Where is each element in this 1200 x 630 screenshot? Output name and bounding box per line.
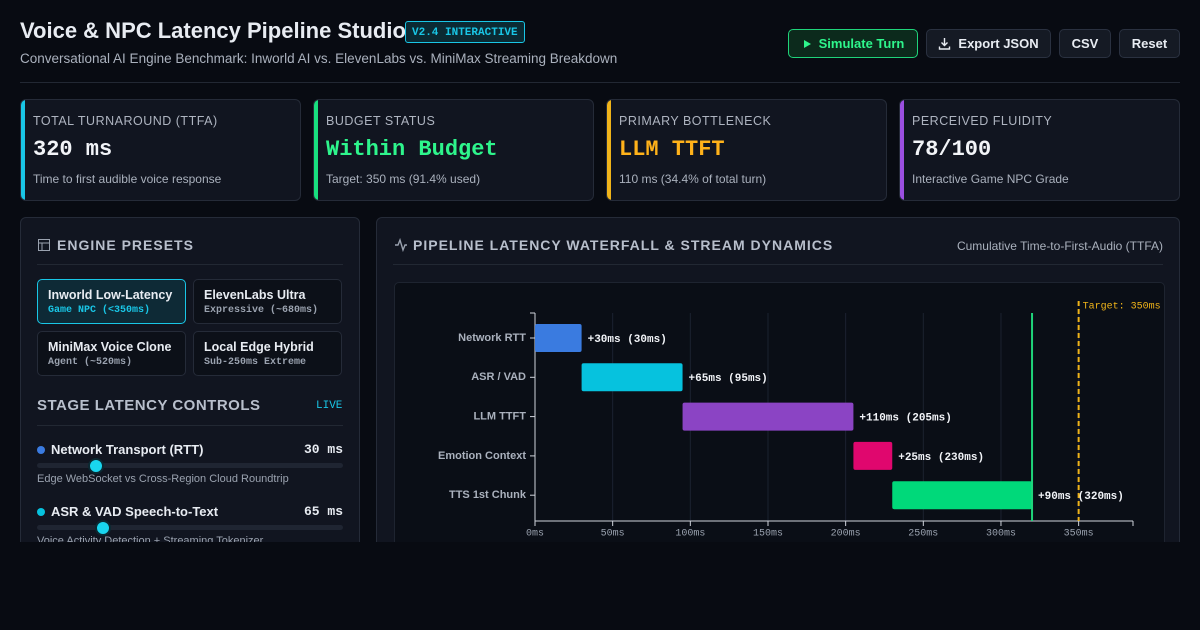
x-tick-label: 200ms: [831, 529, 861, 540]
slider-track[interactable]: [37, 463, 343, 468]
waterfall-bar: [892, 481, 1033, 510]
y-tick-label: TTS 1st Chunk: [449, 489, 527, 501]
value-label: +25ms (230ms): [898, 452, 984, 464]
preset-name: Inworld Low-Latency: [48, 288, 173, 302]
button-label: CSV: [1071, 36, 1099, 51]
waterfall-bar: [581, 363, 683, 392]
slider-track[interactable]: [37, 525, 343, 530]
csv-button[interactable]: CSV: [1059, 29, 1111, 58]
kpi-label: BUDGET STATUS: [326, 114, 436, 128]
x-tick-label: 300ms: [986, 529, 1016, 540]
x-tick-label: 250ms: [908, 529, 938, 540]
stage-note: Voice Activity Detection + Streaming Tok…: [37, 535, 264, 542]
stage-dot: [37, 446, 45, 454]
x-tick-label: 100ms: [675, 529, 705, 540]
accent-bar: [607, 100, 611, 200]
divider: [20, 82, 1180, 83]
kpi-note: Time to first audible voice response: [33, 172, 222, 186]
export-json-button[interactable]: Export JSON: [926, 29, 1051, 58]
value-label: +65ms (95ms): [689, 373, 768, 385]
waterfall-chart: 0ms 50ms 100ms 150ms 200ms 250ms 300ms 350ms Net…: [438, 301, 1161, 540]
button-label: Simulate Turn: [818, 36, 905, 51]
preset-name: MiniMax Voice Clone: [48, 340, 172, 354]
x-tick-label: 350ms: [1064, 529, 1094, 540]
kpi-note: Target: 350 ms (91.4% used): [326, 172, 481, 186]
x-tick-label: 0ms: [526, 529, 544, 540]
preset-sub: Expressive (~680ms): [204, 305, 319, 316]
preset-button[interactable]: MiniMax Voice Clone Agent (~520ms): [37, 331, 186, 376]
x-tick-label: 50ms: [601, 529, 625, 540]
kpi-label: TOTAL TURNAROUND (TTFA): [33, 114, 218, 128]
divider: [37, 425, 343, 426]
accent-bar: [314, 100, 318, 200]
activity-icon: [395, 238, 407, 252]
value-label: +90ms (320ms): [1038, 491, 1124, 503]
kpi-label: PERCEIVED FLUIDITY: [912, 114, 1053, 128]
chart-subtitle: Cumulative Time-to-First-Audio (TTFA): [956, 239, 1163, 253]
preset-sub: Sub-250ms Extreme: [204, 357, 307, 368]
stage-name: ASR & VAD Speech-to-Text: [51, 504, 219, 519]
slider-knob[interactable]: [88, 458, 104, 474]
download-icon: [939, 38, 951, 50]
controls-panel: ENGINE PRESETS Inworld Low-Latency Game N…: [20, 217, 360, 542]
waterfall-bar: [535, 324, 582, 352]
kpi-label: PRIMARY BOTTLENECK: [619, 114, 772, 128]
chart-title: PIPELINE LATENCY WATERFALL & STREAM DYNA…: [413, 237, 834, 253]
reset-button[interactable]: Reset: [1119, 29, 1180, 58]
play-icon: [803, 39, 811, 48]
accent-bar: [900, 100, 904, 200]
kpi-note: Interactive Game NPC Grade: [912, 172, 1069, 186]
stage-name: Network Transport (RTT): [51, 442, 204, 457]
waterfall-bar: [682, 402, 854, 431]
kpi-card: PRIMARY BOTTLENECK LLM TTFT 110 ms (34.4% …: [606, 99, 887, 201]
waterfall-bar: [853, 441, 893, 470]
simulate-button[interactable]: Simulate Turn: [788, 29, 918, 58]
chart-frame: 0ms 50ms 100ms 150ms 200ms 250ms 300ms 350ms Net…: [394, 282, 1165, 542]
x-tick-label: 150ms: [753, 529, 783, 540]
divider: [37, 264, 343, 265]
section-title: ENGINE PRESETS: [57, 237, 194, 253]
section-title: STAGE LATENCY CONTROLS: [37, 397, 261, 414]
title: Voice & NPC Latency Pipeline Studio: [20, 18, 406, 43]
preset-name: Local Edge Hybrid: [204, 340, 314, 354]
kpi-card: PERCEIVED FLUIDITY 78/100 Interactive Game…: [899, 99, 1180, 201]
kpi-value: 78/100: [912, 137, 992, 162]
kpi-note: 110 ms (34.4% of total turn): [619, 172, 767, 186]
preset-name: ElevenLabs Ultra: [204, 288, 306, 302]
value-label: +30ms (30ms): [588, 334, 667, 346]
preset-button[interactable]: ElevenLabs Ultra Expressive (~680ms): [193, 279, 342, 324]
stage-dot: [37, 508, 45, 516]
kpi-value: LLM TTFT: [619, 137, 725, 162]
y-tick-label: Emotion Context: [438, 450, 526, 462]
y-tick-label: LLM TTFT: [473, 411, 526, 423]
y-tick-label: Network RTT: [458, 332, 526, 344]
button-label: Export JSON: [958, 36, 1039, 51]
stage-value: 65 ms: [303, 504, 343, 519]
preset-sub: Agent (~520ms): [48, 357, 133, 368]
divider: [393, 264, 1163, 265]
button-label: Reset: [1131, 36, 1168, 51]
slider-knob[interactable]: [95, 520, 111, 536]
live-indicator: LIVE: [316, 400, 343, 412]
y-tick-label: ASR / VAD: [471, 371, 526, 383]
preset-button[interactable]: Local Edge Hybrid Sub-250ms Extreme: [193, 331, 342, 376]
accent-bar: [21, 100, 25, 200]
target-label: Target: 350ms: [1083, 302, 1161, 313]
preset-sub: Game NPC (<350ms): [48, 305, 151, 316]
kpi-card: BUDGET STATUS Within Budget Target: 350 ms…: [313, 99, 594, 201]
subtitle: Conversational AI Engine Benchmark: Inwo…: [20, 51, 618, 66]
badge: V2.4 INTERACTIVE: [405, 21, 525, 43]
chart-panel: PIPELINE LATENCY WATERFALL & STREAM DYNA…: [376, 217, 1180, 542]
kpi-value: 320 ms: [33, 137, 113, 162]
kpi-value: Within Budget: [326, 137, 498, 162]
preset-button[interactable]: Inworld Low-Latency Game NPC (<350ms): [37, 279, 186, 324]
stage-note: Edge WebSocket vs Cross-Region Cloud Rou…: [37, 473, 289, 485]
kpi-card: TOTAL TURNAROUND (TTFA) 320 ms Time to fir…: [20, 99, 301, 201]
stage-value: 30 ms: [303, 442, 343, 457]
layout-icon: [38, 239, 50, 251]
value-label: +110ms (205ms): [859, 413, 951, 425]
